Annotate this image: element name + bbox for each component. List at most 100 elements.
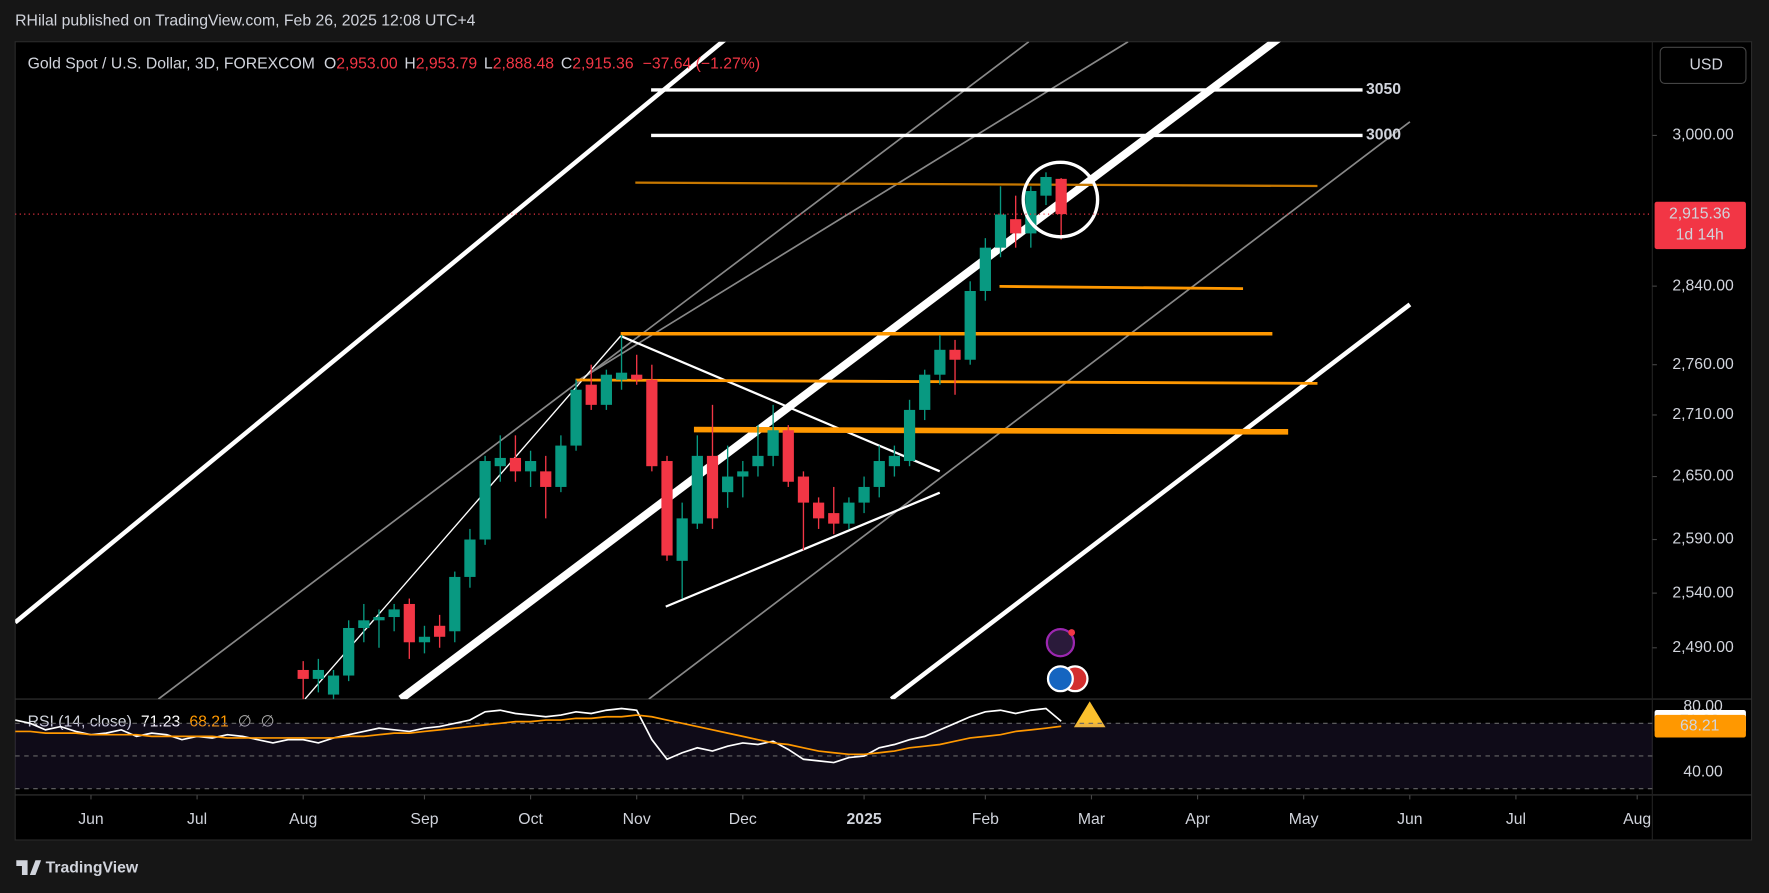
- trend-line: [304, 335, 622, 700]
- rsi-legend: RSI (14, close) 71.23 68.21 ∅ ∅: [28, 714, 275, 731]
- channel-line: [15, 41, 726, 625]
- candle-body: [812, 502, 825, 519]
- candle-body: [661, 461, 673, 556]
- channel-midline: [648, 121, 1411, 700]
- support-line: [635, 181, 1318, 188]
- candle-body: [479, 461, 491, 540]
- candle-body: [979, 247, 991, 291]
- y-tick-label: 2,650.00: [1672, 468, 1734, 485]
- channel-midline: [578, 41, 1129, 381]
- publisher: RHilal published on TradingView.com, Feb…: [15, 13, 475, 30]
- change: −37.64 (−1.27%): [643, 55, 760, 72]
- candle-body: [722, 476, 734, 493]
- x-tick-label: Jun: [78, 811, 103, 828]
- candle-body: [782, 430, 794, 482]
- candle-body: [767, 430, 779, 456]
- candle-body: [524, 461, 537, 472]
- trend-line: [620, 334, 941, 473]
- x-tick-label: Sep: [410, 811, 438, 828]
- ohlc-key: C: [561, 55, 572, 72]
- currency[interactable]: USD: [1690, 57, 1723, 74]
- candles: [297, 172, 1067, 700]
- countdown: 1d 14h: [1676, 227, 1724, 244]
- ohlc-value: 2,915.36: [572, 55, 634, 72]
- y-tick-label: 2,760.00: [1672, 356, 1734, 373]
- channel-line: [398, 41, 1281, 700]
- candle-body: [646, 379, 658, 467]
- ohlc-value: 2,953.79: [416, 55, 478, 72]
- candle-body: [964, 290, 976, 360]
- flag-icon: [1046, 665, 1074, 693]
- candle-body: [555, 445, 567, 487]
- support-line: [999, 284, 1244, 291]
- support-line: [575, 378, 1318, 385]
- candle-body: [934, 349, 946, 375]
- candle-body: [903, 409, 916, 462]
- candle-body: [509, 457, 522, 472]
- brand-logo: TradingView: [16, 859, 139, 876]
- highlight-circle: [1021, 160, 1100, 239]
- drawings: [15, 41, 1412, 700]
- rsi-lines: [15, 707, 1062, 764]
- x-tick-label: Jul: [187, 811, 207, 828]
- candle-body: [343, 627, 355, 676]
- level-label: 3050: [1366, 81, 1401, 98]
- x-tick-label: Mar: [1078, 811, 1105, 828]
- candle-body: [585, 384, 597, 405]
- rsi-value-label: 68.21: [1680, 717, 1719, 734]
- x-tick-label: Apr: [1185, 811, 1210, 828]
- candle-body: [403, 603, 415, 643]
- y-tick-label: 3,000.00: [1672, 127, 1734, 144]
- trend-line: [665, 491, 941, 608]
- x-tick-label: Aug: [289, 811, 317, 828]
- rsi-line: [15, 707, 1062, 764]
- rsi-legend-value: 68.21: [189, 714, 228, 731]
- x-tick-label: Feb: [972, 811, 999, 828]
- candle-body: [1010, 219, 1022, 234]
- rsi-tick-label: 40.00: [1683, 764, 1723, 781]
- candle-body: [464, 539, 476, 577]
- candle-body: [434, 625, 446, 637]
- warning-icon: [1073, 701, 1106, 728]
- candle-body: [706, 455, 719, 519]
- brand: TradingView: [46, 859, 139, 876]
- x-tick-label: Aug: [1623, 811, 1651, 828]
- rsi-placeholder: ∅: [238, 714, 252, 731]
- candle-body: [737, 471, 749, 477]
- y-tick-label: 2,590.00: [1672, 531, 1734, 548]
- support-line: [693, 426, 1289, 435]
- x-tick-label: Jun: [1397, 811, 1422, 828]
- last-price-label: 2,915.36: [1669, 205, 1731, 222]
- rsi-placeholder: ∅: [261, 714, 275, 731]
- candle-body: [327, 675, 340, 695]
- currency-button[interactable]: [1659, 46, 1747, 85]
- symbol-title: Gold Spot / U.S. Dollar, 3D, FOREXCOM: [28, 55, 315, 72]
- candle-body: [388, 609, 400, 618]
- candle-body: [449, 576, 461, 632]
- candle-body: [691, 455, 703, 524]
- symbol-legend: Gold Spot / U.S. Dollar, 3D, FOREXCOM O2,…: [28, 55, 760, 72]
- x-tick-label: Oct: [518, 811, 543, 828]
- candle-body: [297, 669, 309, 679]
- y-tick-label: 2,540.00: [1672, 584, 1734, 601]
- ohlc-value: 2,953.00: [336, 55, 398, 72]
- ohlc-key: L: [484, 55, 493, 72]
- x-tick-label: Dec: [729, 811, 757, 828]
- logo-mark: [16, 860, 42, 875]
- ohlc-key: O: [324, 55, 336, 72]
- x-tick-label: Jul: [1506, 811, 1526, 828]
- candle-body: [797, 476, 810, 503]
- candle-body: [418, 636, 431, 643]
- candle-body: [615, 372, 628, 380]
- rsi-line: [15, 714, 1062, 756]
- level-label: 3000: [1366, 127, 1401, 144]
- chart-frame: [14, 41, 1753, 841]
- candle-body: [888, 455, 901, 467]
- event-icon: [1045, 628, 1076, 658]
- candle-body: [828, 513, 840, 524]
- candle-body: [919, 374, 931, 410]
- candle-body: [1025, 190, 1037, 234]
- x-tick-label: 2025: [847, 811, 882, 828]
